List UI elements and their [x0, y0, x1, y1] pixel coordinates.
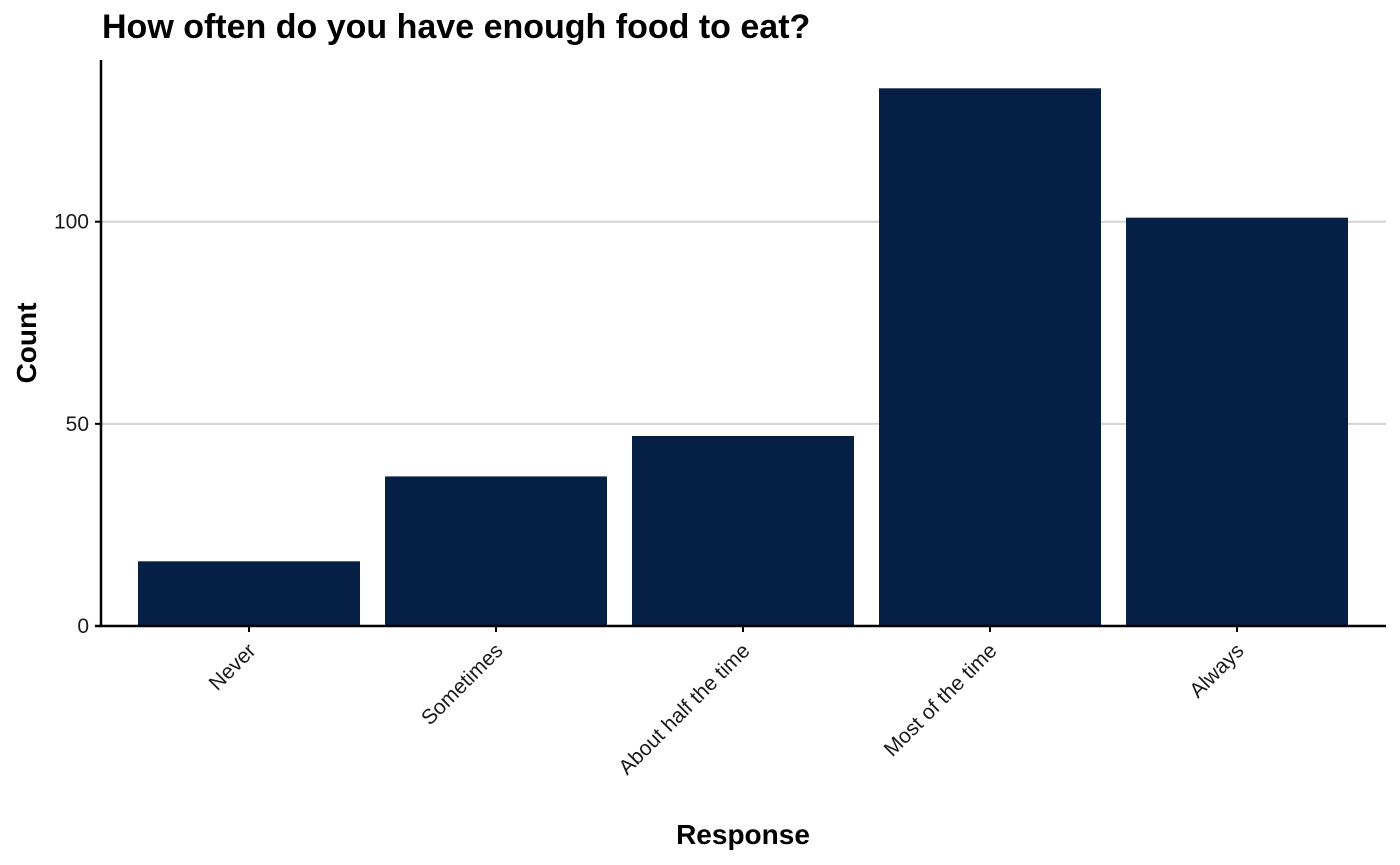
x-tick-label: About half the time	[614, 639, 754, 779]
bar-about-half-the-time	[632, 435, 854, 626]
y-tick-label: 0	[77, 615, 89, 638]
bar-most-of-the-time	[879, 88, 1101, 627]
x-axis-title: Response	[676, 819, 810, 850]
x-axis-ticks: Never Sometimes About half the time Most of…	[205, 626, 1249, 779]
bar-sometimes	[385, 476, 607, 626]
x-tick-label: Sometimes	[417, 639, 508, 730]
x-tick-label: Most of the time	[880, 639, 1002, 761]
y-axis-ticks: 0 50 100	[54, 211, 101, 638]
x-tick-label: Never	[205, 639, 261, 695]
y-axis-title: Count	[11, 303, 42, 384]
y-tick-label: 100	[54, 211, 89, 234]
y-tick-label: 50	[66, 413, 89, 436]
axes	[95, 60, 1386, 628]
x-tick-label: Always	[1185, 639, 1248, 702]
chart-title: How often do you have enough food to eat…	[102, 8, 810, 46]
bar-always	[1126, 217, 1348, 626]
bars	[138, 88, 1348, 627]
bar-never	[138, 561, 360, 626]
